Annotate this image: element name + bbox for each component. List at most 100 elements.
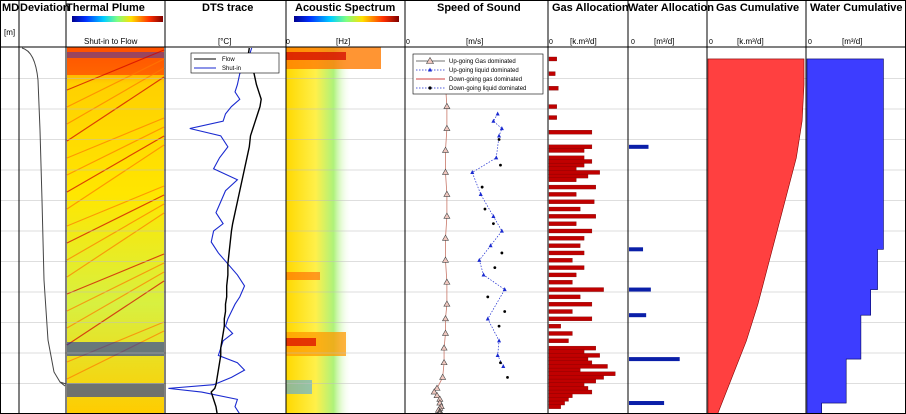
gas-alloc-title: Gas Allocation	[552, 2, 629, 14]
sos-down-liquid-point	[492, 222, 495, 226]
gas-allocation-bar	[548, 166, 577, 171]
dts-plot: Flow Shut-in	[168, 47, 280, 414]
sos-legend-3: Down-going liquid dominated	[449, 86, 526, 92]
gas-allocation-bar	[548, 338, 569, 343]
gas-allocation-bar	[548, 214, 596, 219]
water-alloc-title: Water Allocation	[628, 2, 714, 14]
gas-allocation-bar	[548, 393, 573, 398]
gas-allocation-bar	[548, 265, 585, 270]
gas-allocation-bar	[548, 287, 604, 292]
thermal-streak	[66, 117, 165, 159]
water-cum-title: Water Cumulative	[810, 2, 903, 14]
gas-alloc-unit: [k.m³/d]	[570, 37, 597, 46]
thermal-streak	[66, 262, 165, 312]
sos-plot: Up-going Gas dominated Up-going liquid d…	[412, 53, 544, 414]
gas-allocation-bar	[548, 236, 585, 241]
sos-down-liquid-point	[483, 207, 487, 211]
sos-down-liquid-point	[486, 295, 490, 299]
sos-legend-gas-marker	[425, 56, 435, 64]
sos-gas-point	[443, 102, 451, 109]
sos-gas-point	[433, 391, 441, 399]
thermal-streak	[66, 126, 165, 176]
thermal-colorbar-label: Shut-in to Flow	[84, 37, 138, 46]
deviation-title: Deviation	[20, 2, 70, 14]
gas-allocation-bar	[548, 367, 581, 373]
sos-down-liquid-point	[506, 376, 509, 379]
gas-allocation-bar	[548, 199, 595, 204]
sos-down-liquid-point	[497, 324, 501, 328]
thermal-streak	[66, 144, 165, 210]
md-title: MD	[2, 2, 19, 14]
dts-unit: [°C]	[218, 37, 231, 46]
gas-allocation-bar	[548, 192, 577, 197]
sos-gas-point	[440, 344, 448, 351]
sos-liquid-point	[501, 364, 506, 369]
thermal-streak	[66, 49, 165, 91]
sos-gas-point	[441, 315, 449, 322]
sos-liquid-point	[491, 118, 496, 123]
gas-allocation-bar	[548, 104, 557, 109]
gas-allocation-bar	[548, 71, 556, 76]
gas-allocation-bar	[548, 243, 581, 248]
gas-alloc-tick-0: 0	[549, 39, 553, 46]
gas-allocation-bar	[548, 302, 593, 307]
gas-allocation-bars	[548, 56, 616, 409]
gas-allocation-bar	[548, 228, 593, 234]
water-allocation-bar	[629, 287, 651, 292]
sos-gas-point	[443, 190, 451, 197]
sos-gas-point	[443, 124, 451, 131]
acoustic-title: Acoustic Spectrum	[295, 2, 395, 14]
gas-allocation-bar	[548, 389, 593, 395]
sos-liquid-point	[481, 272, 486, 277]
thermal-streak	[66, 58, 165, 108]
gas-allocation-bar	[548, 404, 561, 409]
gas-allocation-bar	[548, 331, 573, 336]
gas-allocation-bar	[548, 148, 585, 153]
track-dividers	[18, 0, 807, 414]
thermal-streak	[66, 212, 165, 278]
gas-allocation-bar	[548, 382, 585, 387]
sos-liquid-point	[499, 228, 504, 233]
gas-allocation-bar	[548, 115, 557, 120]
gas-allocation-bar	[548, 206, 581, 212]
gas-allocation-bar	[548, 345, 596, 351]
gas-allocation-bar	[548, 356, 589, 362]
gas-allocation-bar	[548, 86, 559, 91]
gas-allocation-bar	[548, 250, 585, 256]
sos-liquid-point	[478, 192, 483, 196]
gas-allocation-bar	[548, 375, 604, 380]
sos-gas-point	[441, 329, 449, 336]
thermal-plume-image	[66, 47, 165, 414]
sos-down-liquid-point	[493, 266, 497, 269]
shutin-trace-line	[168, 47, 253, 414]
gas-allocation-bar	[548, 170, 600, 175]
sos-down-liquid-point	[480, 185, 484, 189]
gas-allocation-bar	[548, 349, 585, 354]
water-allocation-bar	[629, 357, 680, 362]
sos-legend-2: Down-going gas dominated	[449, 77, 522, 83]
water-cum-unit: [m³/d]	[842, 37, 862, 46]
gas-cum-unit: [k.m³/d]	[737, 37, 764, 46]
sos-liquid-line	[471, 113, 506, 367]
sos-liquid-point	[495, 353, 500, 358]
water-allocation-bar	[629, 144, 649, 149]
sos-down-liquid-point	[497, 138, 501, 141]
gas-allocation-bar	[548, 397, 569, 402]
sos-legend-entries: Up-going Gas dominated Up-going liquid d…	[416, 56, 526, 92]
sos-gas-point	[441, 256, 449, 263]
gas-allocation-bar	[548, 309, 573, 314]
gas-allocation-bar	[548, 130, 593, 135]
gas-allocation-bar	[548, 155, 585, 160]
thermal-streak	[66, 185, 165, 227]
acoustic-spectrum-image	[286, 47, 405, 414]
sos-gas-point	[433, 384, 441, 391]
gas-allocation-bar	[548, 221, 577, 226]
thermal-colorbar	[72, 16, 163, 22]
md-unit: [m]	[4, 28, 15, 37]
deviation-curve	[21, 47, 67, 387]
sos-unit: [m/s]	[466, 37, 483, 46]
gas-allocation-bar	[548, 360, 593, 365]
gas-allocation-bar	[548, 159, 593, 164]
sos-liquid-point	[491, 213, 496, 218]
water-allocation-bar	[629, 247, 644, 252]
